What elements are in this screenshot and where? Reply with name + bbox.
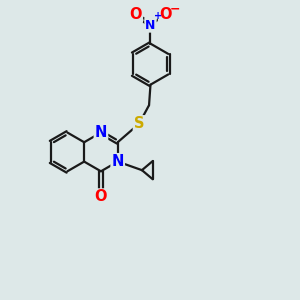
Text: O: O (129, 7, 142, 22)
Text: +: + (154, 11, 163, 21)
Text: N: N (112, 154, 124, 169)
Text: −: − (169, 3, 180, 16)
Text: O: O (159, 7, 172, 22)
Text: S: S (134, 116, 144, 131)
Text: N: N (95, 125, 107, 140)
Text: O: O (95, 189, 107, 204)
Text: N: N (145, 19, 156, 32)
